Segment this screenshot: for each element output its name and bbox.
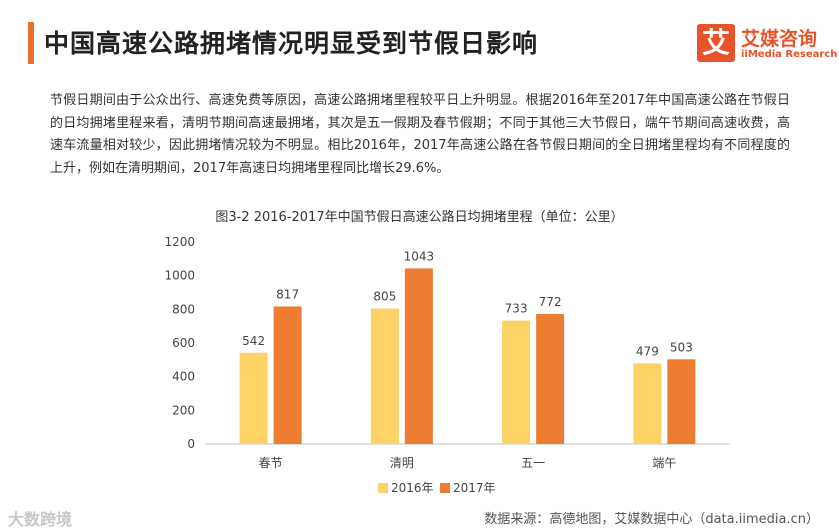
legend-swatch [440, 483, 450, 493]
page-title: 中国高速公路拥堵情况明显受到节假日影响 [44, 29, 539, 58]
logo-name-cn: 艾媒咨询 [741, 28, 818, 50]
legend-label: 2016年 [391, 481, 434, 495]
y-tick-label: 400 [172, 370, 195, 384]
data-label: 542 [242, 334, 265, 348]
y-tick-label: 1200 [164, 235, 195, 249]
bar [667, 359, 696, 444]
y-tick-label: 200 [172, 403, 195, 417]
data-label: 1043 [404, 249, 435, 263]
data-label: 817 [276, 287, 299, 301]
brand-logo: 艾 艾媒咨询 iiMedia Research [697, 24, 837, 66]
data-label: 503 [670, 340, 693, 354]
x-tick-label: 春节 [259, 456, 283, 470]
data-label: 479 [636, 344, 659, 358]
y-tick-label: 0 [187, 437, 195, 451]
bar [536, 314, 565, 444]
title-accent-bar [28, 22, 34, 64]
data-source: 数据来源：高德地图，艾媒数据中心（data.iimedia.cn） [484, 512, 819, 527]
legend-swatch [378, 483, 388, 493]
y-tick-label: 800 [172, 302, 195, 316]
y-tick-label: 600 [172, 336, 195, 350]
x-tick-label: 清明 [390, 456, 414, 470]
data-label: 733 [505, 302, 528, 316]
bar [239, 352, 268, 444]
x-tick-label: 端午 [652, 456, 676, 470]
legend-label: 2017年 [453, 481, 496, 495]
bar [502, 320, 531, 444]
body-paragraph: 节假日期间由于公众出行、高速免费等原因，高速公路拥堵里程较平日上升明显。根据20… [50, 93, 790, 176]
x-tick-label: 五一 [521, 456, 545, 470]
data-label: 772 [539, 295, 562, 309]
bar [273, 306, 302, 444]
logo-mark-icon: 艾 [697, 24, 735, 62]
bar [370, 308, 399, 444]
chart-title: 图3-2 2016-2017年中国节假日高速公路日均拥堵里程（单位：公里） [215, 210, 624, 225]
bar [404, 268, 433, 444]
bar [633, 363, 662, 444]
y-tick-label: 1000 [164, 269, 195, 283]
watermark: 大数跨境 [8, 510, 73, 529]
logo-name-en: iiMedia Research [741, 49, 838, 60]
data-label: 805 [373, 289, 396, 303]
